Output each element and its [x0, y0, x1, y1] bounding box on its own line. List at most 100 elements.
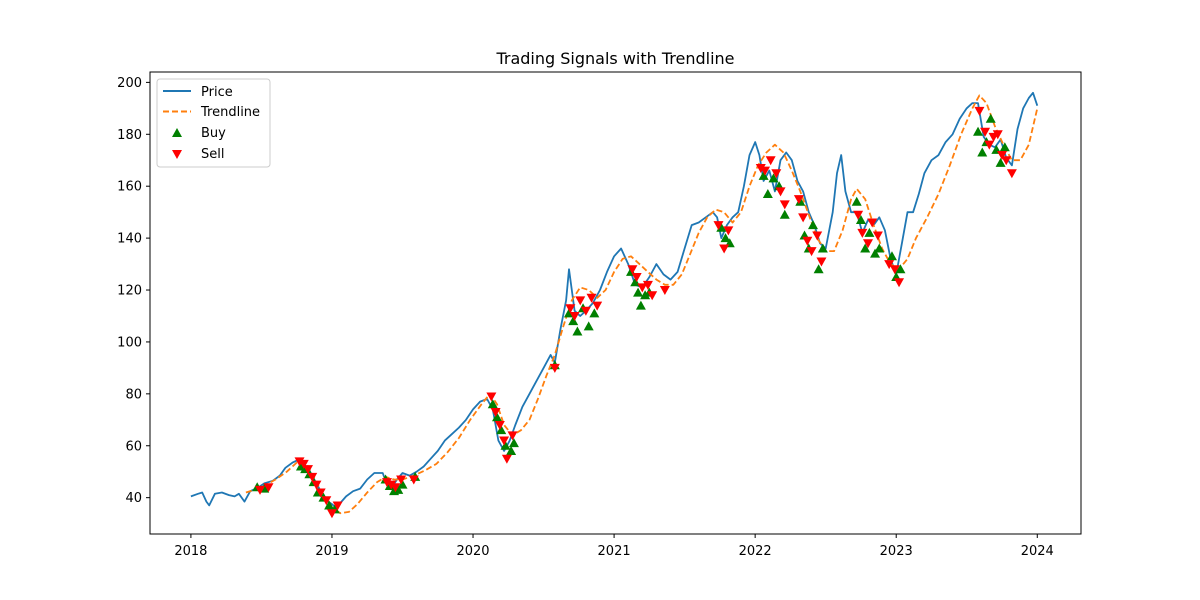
sell-marker — [408, 475, 419, 485]
sell-marker — [723, 226, 734, 236]
sell-marker — [857, 228, 868, 238]
sell-marker — [997, 151, 1008, 161]
sell-marker — [507, 431, 518, 441]
buy-marker — [496, 425, 507, 435]
buy-marker — [874, 243, 885, 253]
sell-marker — [637, 283, 648, 293]
buy-marker — [860, 243, 871, 253]
y-tick-label: 60 — [125, 439, 142, 454]
sell-marker — [298, 459, 309, 469]
x-tick-label: 2022 — [739, 544, 772, 559]
x-tick-label: 2021 — [598, 544, 631, 559]
sell-marker — [501, 454, 512, 464]
legend-buy-marker — [172, 128, 182, 137]
sell-marker — [872, 231, 883, 241]
x-tick-label: 2020 — [456, 544, 489, 559]
sell-marker — [775, 187, 786, 197]
buy-marker — [851, 196, 862, 206]
sell-marker — [332, 501, 343, 511]
buy-marker — [572, 326, 583, 336]
sell-marker — [490, 408, 501, 418]
sell-marker — [760, 166, 771, 176]
sell-marker — [390, 483, 401, 493]
sell-marker — [647, 291, 658, 301]
sell-marker — [315, 488, 326, 498]
buy-marker — [589, 308, 600, 318]
buy-marker — [640, 290, 651, 300]
buy-marker — [568, 316, 579, 326]
buy-marker — [817, 243, 828, 253]
x-tick-label: 2024 — [1021, 544, 1054, 559]
buy-marker — [633, 287, 644, 297]
buy-marker — [492, 412, 503, 422]
sell-marker — [549, 363, 560, 373]
sell-marker — [386, 480, 397, 490]
sell-marker — [631, 273, 642, 283]
sell-marker — [565, 304, 576, 314]
buy-marker — [762, 188, 773, 198]
sell-marker — [321, 496, 332, 506]
sell-marker — [294, 457, 305, 467]
sell-marker — [894, 278, 905, 288]
legend-sell-label: Sell — [201, 147, 224, 162]
sell-marker — [255, 485, 266, 495]
sell-marker — [765, 156, 776, 166]
sell-marker — [889, 265, 900, 275]
sell-marker — [263, 483, 274, 493]
buy-marker — [995, 157, 1006, 167]
legend-sell-marker — [172, 150, 182, 159]
sell-marker — [755, 164, 766, 174]
buy-marker — [635, 300, 646, 310]
sell-marker — [580, 306, 591, 316]
buy-marker — [895, 264, 906, 274]
y-tick-label: 180 — [117, 128, 142, 143]
buy-marker — [779, 209, 790, 219]
buy-marker — [487, 399, 498, 409]
sell-marker — [719, 244, 730, 254]
buy-marker — [807, 220, 818, 230]
x-tick-label: 2018 — [174, 544, 207, 559]
buy-marker — [985, 113, 996, 123]
buy-marker — [813, 264, 824, 274]
y-tick-label: 200 — [117, 76, 142, 91]
sell-marker — [713, 221, 724, 231]
buy-marker — [583, 321, 594, 331]
chart-title: Trading Signals with Trendline — [495, 49, 734, 68]
y-axis: 40 60 80 100 120 140 160 180 200 — [117, 76, 150, 506]
y-tick-label: 80 — [125, 387, 142, 402]
sell-marker — [992, 130, 1003, 140]
sell-marker — [771, 169, 782, 179]
sell-marker — [627, 265, 638, 275]
sell-marker — [884, 260, 895, 270]
sell-marker — [592, 301, 603, 311]
sell-marker — [974, 106, 985, 116]
sell-marker — [486, 392, 497, 402]
sell-marker — [793, 195, 804, 205]
sell-marker — [980, 127, 991, 137]
buy-marker — [397, 479, 408, 489]
plot-area — [190, 91, 1039, 519]
sell-marker — [816, 257, 827, 267]
buy-marker — [864, 227, 875, 237]
buy-marker — [500, 440, 511, 450]
sell-marker — [311, 480, 322, 490]
sell-marker — [381, 478, 392, 488]
sell-marker — [494, 420, 505, 430]
buy-marker — [768, 173, 779, 183]
legend-box — [156, 78, 271, 168]
x-tick-label: 2023 — [880, 544, 913, 559]
sell-marker — [659, 286, 670, 296]
sell-marker — [984, 140, 995, 150]
sell-marker — [396, 475, 407, 485]
y-tick-label: 100 — [117, 335, 142, 350]
sell-marker — [812, 231, 823, 241]
sell-marker — [499, 436, 510, 446]
buy-marker — [720, 233, 731, 243]
sell-marker — [798, 213, 809, 223]
buy-marker — [886, 251, 897, 261]
legend-price-label: Price — [201, 85, 233, 100]
sell-marker — [302, 465, 313, 475]
plot-frame — [149, 71, 1082, 535]
sell-marker — [802, 236, 813, 246]
buy-marker — [324, 500, 335, 510]
